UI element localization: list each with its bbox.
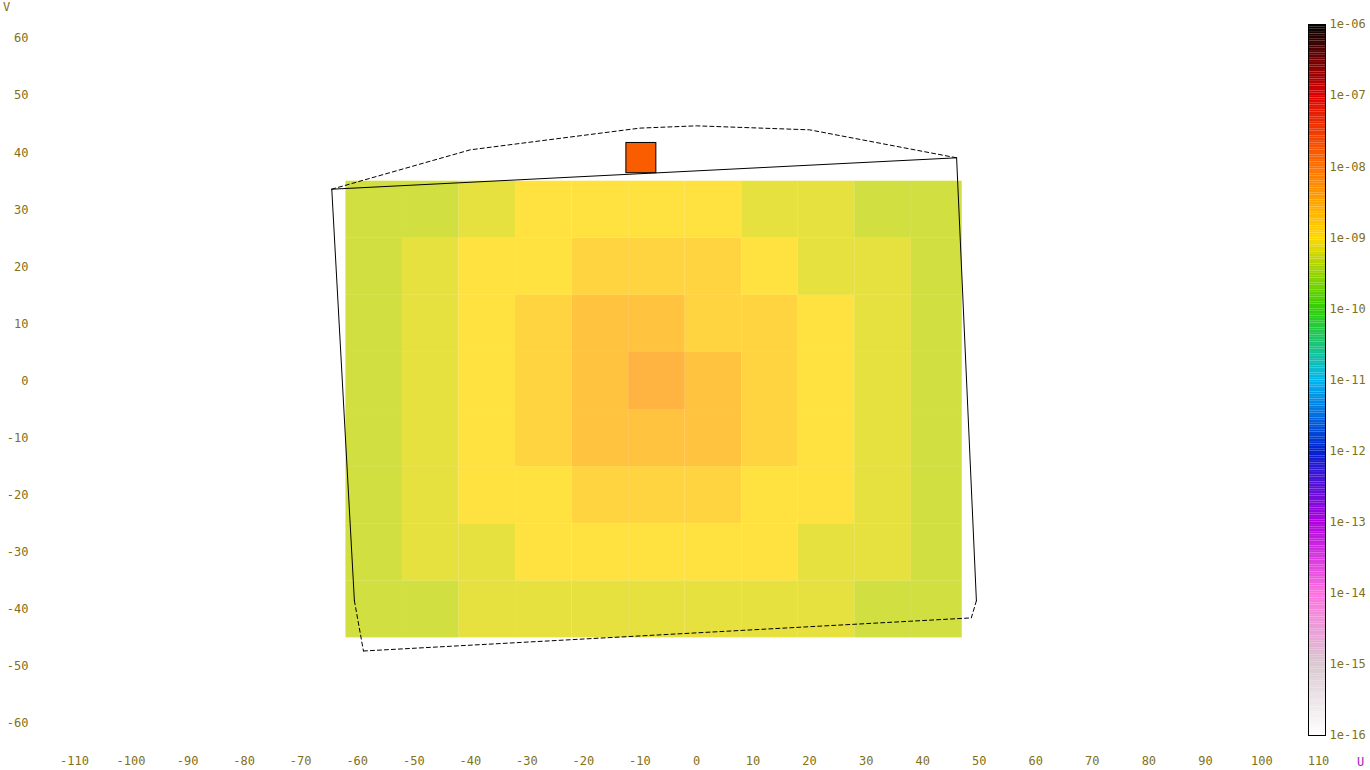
- svg-text:50: 50: [14, 88, 28, 102]
- svg-text:-80: -80: [233, 754, 255, 768]
- svg-text:100: 100: [1251, 754, 1273, 768]
- svg-text:40: 40: [915, 754, 929, 768]
- svg-text:-60: -60: [7, 716, 29, 730]
- svg-text:-100: -100: [117, 754, 146, 768]
- svg-text:60: 60: [14, 31, 28, 45]
- svg-text:-70: -70: [290, 754, 312, 768]
- svg-text:1e-07: 1e-07: [1330, 88, 1366, 102]
- svg-text:-20: -20: [7, 488, 29, 502]
- svg-text:40: 40: [14, 146, 28, 160]
- svg-text:30: 30: [14, 203, 28, 217]
- svg-text:1e-10: 1e-10: [1330, 302, 1366, 316]
- html-text:V: V: [3, 0, 11, 14]
- svg-text:-40: -40: [7, 602, 29, 616]
- html-text:U: U: [1357, 755, 1365, 769]
- svg-text:1e-09: 1e-09: [1330, 231, 1366, 245]
- svg-text:-20: -20: [573, 754, 595, 768]
- svg-text:-10: -10: [7, 431, 29, 445]
- svg-text:-30: -30: [7, 545, 29, 559]
- svg-text:-110: -110: [60, 754, 89, 768]
- svg-text:1e-08: 1e-08: [1330, 160, 1366, 174]
- svg-text:1e-12: 1e-12: [1330, 444, 1366, 458]
- svg-text:10: 10: [746, 754, 760, 768]
- svg-text:20: 20: [802, 754, 816, 768]
- svg-text:1e-14: 1e-14: [1330, 586, 1366, 600]
- svg-text:-60: -60: [346, 754, 368, 768]
- svg-text:70: 70: [1085, 754, 1099, 768]
- svg-text:20: 20: [14, 260, 28, 274]
- svg-text:1e-13: 1e-13: [1330, 515, 1366, 529]
- svg-text:0: 0: [21, 374, 28, 388]
- svg-text:0: 0: [693, 754, 700, 768]
- svg-text:-40: -40: [459, 754, 481, 768]
- svg-text:-90: -90: [177, 754, 199, 768]
- svg-text:-50: -50: [403, 754, 425, 768]
- svg-text:30: 30: [859, 754, 873, 768]
- svg-text:-10: -10: [629, 754, 651, 768]
- svg-text:1e-11: 1e-11: [1330, 373, 1366, 387]
- svg-text:-30: -30: [516, 754, 538, 768]
- svg-text:10: 10: [14, 317, 28, 331]
- svg-text:-50: -50: [7, 659, 29, 673]
- svg-text:90: 90: [1198, 754, 1212, 768]
- svg-text:110: 110: [1308, 754, 1330, 768]
- svg-text:50: 50: [972, 754, 986, 768]
- svg-text:60: 60: [1029, 754, 1043, 768]
- svg-text:1e-06: 1e-06: [1330, 17, 1366, 31]
- svg-text:80: 80: [1142, 754, 1156, 768]
- svg-text:1e-16: 1e-16: [1330, 728, 1366, 742]
- svg-text:1e-15: 1e-15: [1330, 657, 1366, 671]
